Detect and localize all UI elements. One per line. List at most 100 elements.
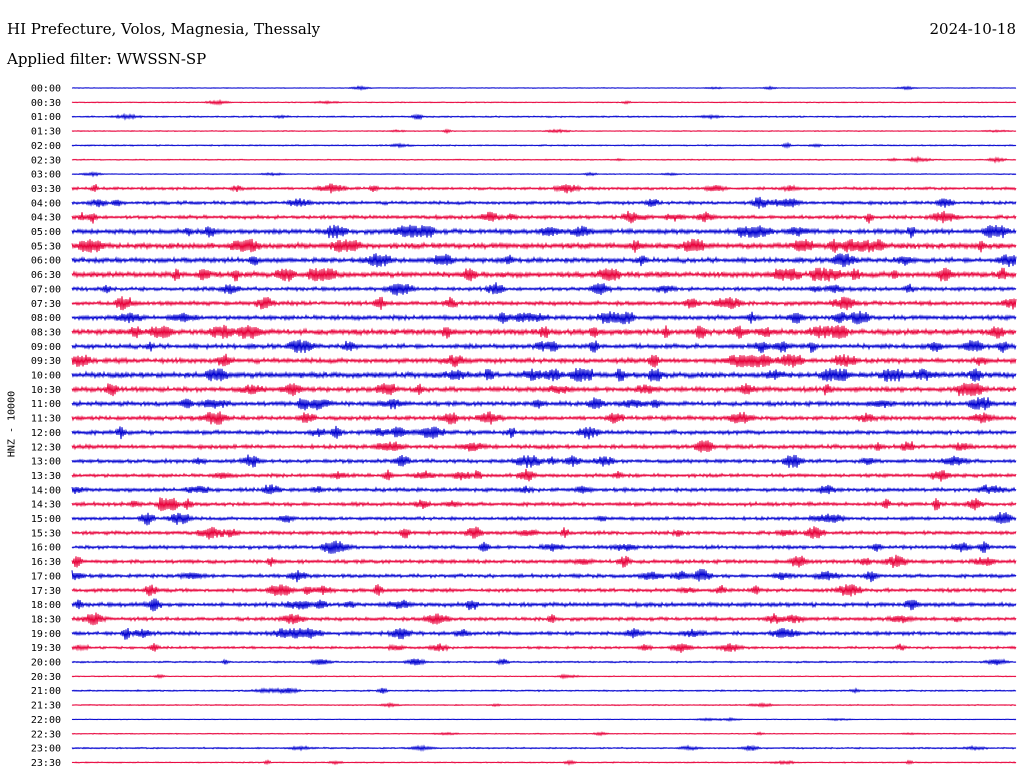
time-tick-label: 00:00	[31, 84, 61, 95]
trace-line-1530	[71, 526, 1017, 540]
time-tick-label: 19:30	[31, 643, 61, 654]
trace-line-2230	[71, 731, 1017, 737]
trace-line-1330	[71, 468, 1017, 482]
trace-line-1400	[71, 484, 1017, 495]
time-tick-label: 06:30	[31, 270, 61, 281]
trace-line-0300	[71, 171, 1017, 178]
time-tick-label: 03:00	[31, 170, 61, 181]
time-tick-label: 02:00	[31, 141, 61, 152]
time-tick-label: 11:00	[31, 399, 61, 410]
trace-line-0200	[71, 141, 1017, 149]
trace-line-0830	[71, 324, 1017, 339]
trace-line-2130	[71, 701, 1017, 709]
time-tick-label: 22:30	[31, 729, 61, 740]
trace-line-0430	[71, 210, 1017, 224]
time-tick-label: 02:30	[31, 155, 61, 166]
trace-line-1000	[71, 368, 1017, 382]
trace-line-0000	[71, 85, 1017, 91]
trace-line-1830	[71, 612, 1017, 626]
time-tick-label: 23:00	[31, 744, 61, 755]
time-tick-label: 12:00	[31, 428, 61, 439]
time-tick-label: 14:00	[31, 485, 61, 496]
time-tick-label: 09:30	[31, 356, 61, 367]
time-tick-label: 16:00	[31, 543, 61, 554]
trace-line-0330	[71, 183, 1017, 194]
time-tick-label: 13:30	[31, 471, 61, 482]
time-tick-label: 18:00	[31, 600, 61, 611]
time-tick-label: 19:00	[31, 629, 61, 640]
time-tick-label: 15:30	[31, 528, 61, 539]
trace-line-2330	[71, 759, 1017, 766]
trace-line-2300	[71, 744, 1017, 752]
trace-line-1900	[71, 627, 1017, 640]
time-tick-label: 00:30	[31, 98, 61, 109]
trace-line-1600	[71, 540, 1017, 554]
time-tick-label: 01:00	[31, 112, 61, 123]
time-tick-label: 18:30	[31, 614, 61, 625]
trace-line-1230	[71, 440, 1017, 453]
time-tick-label: 06:00	[31, 256, 61, 267]
trace-line-0630	[71, 267, 1017, 282]
time-tick-label: 20:00	[31, 658, 61, 669]
trace-line-0130	[71, 128, 1017, 135]
time-tick-label: 07:30	[31, 299, 61, 310]
filter-label: Applied filter: WWSSN-SP	[7, 50, 207, 68]
time-tick-label: 08:30	[31, 327, 61, 338]
time-tick-label: 22:00	[31, 715, 61, 726]
trace-line-0600	[71, 253, 1017, 268]
time-tick-label: 05:00	[31, 227, 61, 238]
trace-line-0230	[71, 155, 1017, 164]
trace-line-0530	[71, 238, 1017, 253]
time-tick-label: 14:30	[31, 500, 61, 511]
trace-line-1030	[71, 382, 1017, 397]
trace-line-1200	[71, 425, 1017, 440]
record-date: 2024-10-18	[929, 20, 1016, 38]
time-tick-label: 21:00	[31, 686, 61, 697]
time-tick-label: 11:30	[31, 414, 61, 425]
time-tick-label: 21:30	[31, 701, 61, 712]
time-tick-label: 13:00	[31, 457, 61, 468]
trace-line-2000	[71, 658, 1017, 666]
time-tick-label: 04:30	[31, 213, 61, 224]
time-tick-label: 01:30	[31, 127, 61, 138]
trace-line-1100	[71, 397, 1017, 411]
trace-line-1800	[71, 598, 1017, 612]
trace-line-1930	[71, 643, 1017, 653]
trace-line-1730	[71, 584, 1017, 597]
time-tick-label: 10:00	[31, 371, 61, 382]
trace-line-1300	[71, 454, 1017, 468]
station-title: HI Prefecture, Volos, Magnesia, Thessaly	[7, 20, 321, 38]
time-tick-label: 15:00	[31, 514, 61, 525]
trace-line-0100	[71, 112, 1017, 121]
trace-line-0930	[71, 353, 1017, 368]
trace-line-2100	[71, 687, 1017, 695]
trace-line-0800	[71, 310, 1017, 325]
trace-line-0030	[71, 98, 1017, 106]
trace-line-0400	[71, 196, 1017, 209]
time-tick-label: 08:00	[31, 313, 61, 324]
time-tick-label: 10:30	[31, 385, 61, 396]
trace-line-0730	[71, 296, 1017, 311]
trace-line-1630	[71, 554, 1017, 568]
time-tick-label: 20:30	[31, 672, 61, 683]
trace-line-0900	[71, 339, 1017, 354]
time-tick-label: 17:30	[31, 586, 61, 597]
trace-line-1130	[71, 411, 1017, 425]
time-tick-label: 23:30	[31, 758, 61, 769]
trace-line-1700	[71, 568, 1017, 583]
trace-line-1430	[71, 497, 1017, 512]
time-tick-label: 07:00	[31, 284, 61, 295]
trace-line-2030	[71, 673, 1017, 680]
time-tick-label: 12:30	[31, 442, 61, 453]
trace-line-1500	[71, 512, 1017, 526]
time-tick-label: 09:00	[31, 342, 61, 353]
trace-line-0500	[71, 224, 1017, 239]
time-tick-label: 16:30	[31, 557, 61, 568]
time-tick-label: 17:00	[31, 571, 61, 582]
trace-line-2200	[71, 716, 1017, 722]
time-tick-label: 05:30	[31, 241, 61, 252]
time-tick-label: 04:00	[31, 198, 61, 209]
trace-line-0700	[71, 282, 1017, 296]
time-tick-label: 03:30	[31, 184, 61, 195]
